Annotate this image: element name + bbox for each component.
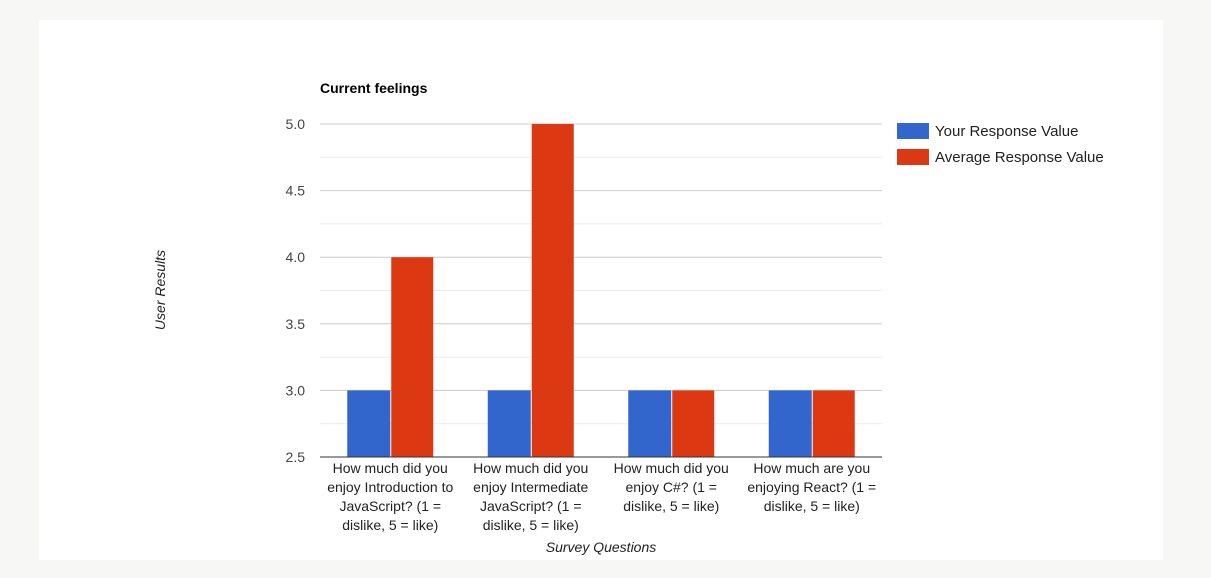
y-tick-label: 4.5 [286,183,306,199]
chart-title: Current feelings [320,80,428,96]
x-category-label: How much did you enjoy Intermediate Java… [473,460,589,533]
y-tick-label: 5.0 [286,116,306,132]
legend-item-your-response[interactable]: Your Response Value [897,122,1104,140]
y-tick-label: 3.5 [286,316,306,332]
legend-swatch-average-response [897,149,929,165]
legend-label-average-response: Average Response Value [935,148,1104,166]
bar-your-response [628,390,672,457]
legend: Your Response Value Average Response Val… [897,122,1104,174]
bar-your-response [768,390,812,457]
legend-label-your-response: Your Response Value [935,122,1079,140]
x-category-label: How much are you enjoying React? (1 = di… [747,460,877,514]
legend-item-average-response[interactable]: Average Response Value [897,148,1104,166]
x-category-label: How much did you enjoy C#? (1 = dislike,… [613,460,729,514]
bar-your-response [487,390,531,457]
bar-your-response [347,390,391,457]
bar-average-response [391,257,434,457]
legend-swatch-your-response [897,123,929,139]
y-tick-label: 3.0 [286,382,306,398]
y-tick-label: 2.5 [286,449,306,465]
bar-average-response [812,390,855,457]
x-axis-title: Survey Questions [545,539,657,555]
bar-average-response [672,390,715,457]
bar-average-response [531,124,574,457]
y-tick-label: 4.0 [286,249,306,265]
x-category-label: How much did you enjoy Introduction to J… [327,460,454,533]
